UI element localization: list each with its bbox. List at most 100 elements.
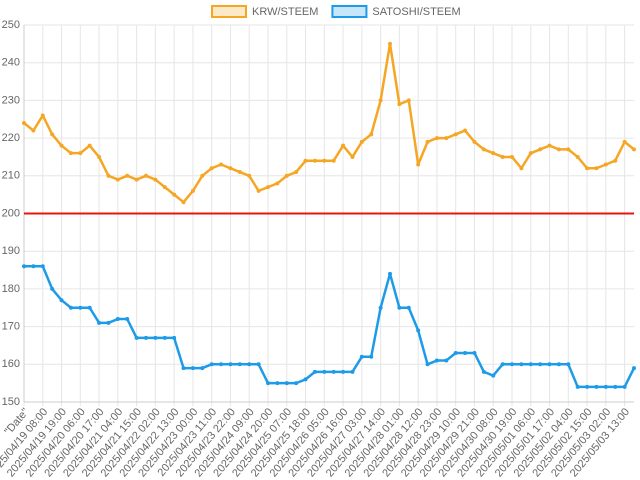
point bbox=[303, 377, 308, 382]
point bbox=[106, 320, 111, 325]
point bbox=[294, 381, 299, 386]
point bbox=[463, 128, 468, 133]
point bbox=[134, 335, 139, 340]
point bbox=[153, 335, 158, 340]
point bbox=[444, 136, 449, 141]
point bbox=[575, 384, 580, 389]
point bbox=[228, 362, 233, 367]
point bbox=[181, 200, 186, 205]
point bbox=[331, 369, 336, 374]
point bbox=[622, 384, 627, 389]
point bbox=[481, 369, 486, 374]
point bbox=[425, 139, 430, 144]
point bbox=[97, 320, 102, 325]
point bbox=[547, 362, 552, 367]
point bbox=[585, 166, 590, 171]
point bbox=[22, 264, 26, 269]
point bbox=[247, 362, 252, 367]
point bbox=[632, 147, 636, 152]
point bbox=[481, 147, 486, 152]
point bbox=[303, 158, 308, 163]
point bbox=[247, 173, 252, 178]
point bbox=[603, 162, 608, 167]
point bbox=[59, 298, 64, 303]
point bbox=[603, 384, 608, 389]
point bbox=[341, 143, 346, 148]
point bbox=[78, 151, 83, 156]
point bbox=[463, 350, 468, 355]
point bbox=[22, 121, 26, 126]
point bbox=[397, 102, 402, 107]
point bbox=[50, 132, 55, 137]
point bbox=[162, 185, 167, 190]
y-tick-label: 180 bbox=[2, 283, 20, 295]
point bbox=[144, 173, 148, 178]
point bbox=[68, 305, 73, 310]
point bbox=[519, 166, 524, 171]
point bbox=[115, 177, 120, 182]
point bbox=[434, 358, 439, 363]
y-tick-label: 230 bbox=[2, 94, 20, 106]
point bbox=[528, 362, 533, 367]
point bbox=[566, 362, 571, 367]
point bbox=[369, 132, 374, 137]
legend-label: KRW/STEEM bbox=[252, 6, 318, 18]
point bbox=[556, 362, 561, 367]
y-tick-label: 240 bbox=[2, 57, 20, 69]
point bbox=[397, 305, 402, 310]
y-tick-label: 200 bbox=[2, 207, 20, 219]
point bbox=[172, 335, 177, 340]
point bbox=[97, 154, 102, 159]
point bbox=[359, 354, 364, 359]
point bbox=[331, 158, 336, 163]
y-tick-label: 220 bbox=[2, 132, 20, 144]
point bbox=[228, 166, 233, 171]
point bbox=[87, 305, 92, 310]
point bbox=[538, 147, 543, 152]
point bbox=[444, 358, 449, 363]
point bbox=[613, 158, 618, 163]
point bbox=[425, 362, 430, 367]
point bbox=[256, 188, 261, 193]
point bbox=[266, 185, 270, 190]
point bbox=[378, 98, 383, 103]
point bbox=[200, 366, 205, 371]
point bbox=[416, 328, 421, 333]
point bbox=[275, 181, 280, 186]
point bbox=[453, 350, 458, 355]
point bbox=[172, 192, 177, 197]
point bbox=[491, 151, 496, 156]
point bbox=[31, 264, 36, 269]
point bbox=[200, 173, 205, 178]
point bbox=[585, 384, 590, 389]
point bbox=[275, 381, 280, 386]
point bbox=[622, 139, 627, 144]
point bbox=[538, 362, 543, 367]
point bbox=[50, 286, 55, 291]
point bbox=[500, 154, 505, 159]
point bbox=[294, 170, 299, 175]
y-tick-label: 190 bbox=[2, 245, 20, 257]
point bbox=[284, 173, 289, 178]
point bbox=[284, 381, 289, 386]
point bbox=[322, 158, 327, 163]
legend-swatch bbox=[331, 5, 368, 18]
y-tick-label: 160 bbox=[2, 358, 20, 370]
y-tick-label: 210 bbox=[2, 170, 20, 182]
y-tick-label: 150 bbox=[2, 396, 20, 408]
point bbox=[219, 362, 224, 367]
point bbox=[162, 335, 167, 340]
point bbox=[40, 264, 45, 269]
point bbox=[237, 362, 242, 367]
point bbox=[31, 128, 36, 133]
point bbox=[190, 188, 195, 193]
point bbox=[68, 151, 73, 156]
point bbox=[40, 113, 45, 118]
point bbox=[87, 143, 92, 148]
point bbox=[341, 369, 346, 374]
series-line bbox=[23, 42, 635, 204]
point bbox=[388, 41, 392, 46]
point bbox=[78, 305, 83, 310]
point bbox=[519, 362, 524, 367]
point bbox=[556, 147, 561, 152]
